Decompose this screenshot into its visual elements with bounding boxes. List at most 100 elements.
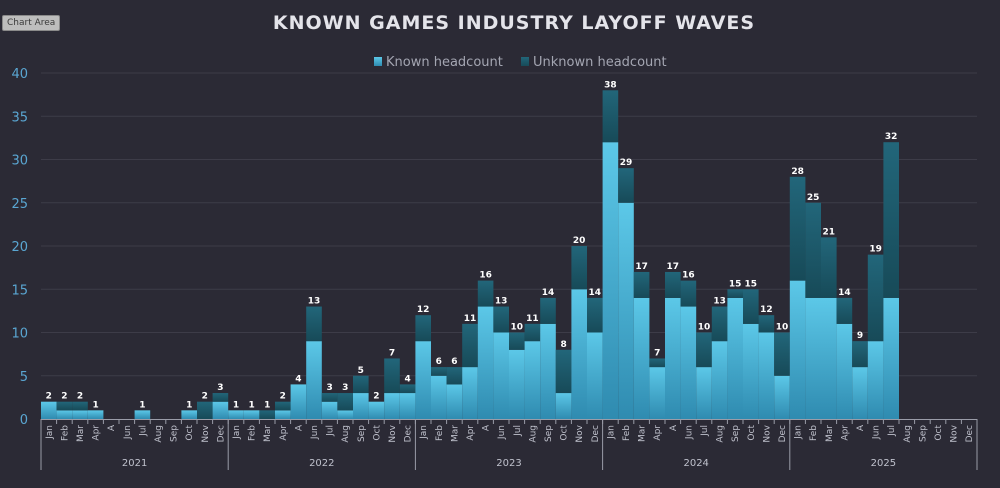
month-label: Feb: [248, 425, 258, 441]
bar-unknown: [477, 280, 494, 307]
data-label: 25: [807, 193, 820, 203]
bar-known: [540, 323, 556, 419]
month-label: Aug: [528, 425, 538, 443]
data-label: 19: [869, 245, 882, 255]
month-label: Jun: [310, 425, 320, 440]
bar-unknown: [446, 367, 463, 385]
bar-known: [618, 202, 634, 419]
month-label: Oct: [372, 425, 382, 441]
month-label: Jan: [794, 425, 804, 440]
bar-unknown: [743, 289, 759, 324]
bar-unknown: [353, 375, 369, 394]
bar-known: [649, 367, 665, 419]
month-label: Jul: [700, 425, 710, 437]
bar-unknown: [540, 297, 556, 324]
month-label: Jan: [232, 425, 242, 440]
bar-known: [821, 297, 837, 419]
bar-unknown: [493, 306, 509, 333]
month-label: Oct: [560, 425, 570, 441]
bar-known: [321, 401, 338, 419]
bar-known: [228, 410, 244, 419]
data-label: 9: [857, 331, 863, 341]
bar-unknown: [337, 393, 353, 411]
legend-swatch-known: [374, 57, 382, 66]
bar-known: [41, 401, 57, 419]
data-label: 10: [698, 323, 711, 333]
bar-known: [72, 410, 88, 419]
bar-known: [665, 297, 681, 419]
chart-area-label[interactable]: Chart Area: [2, 15, 61, 31]
bar-unknown: [665, 271, 681, 298]
data-label: 21: [823, 227, 836, 237]
data-label: 6: [451, 357, 457, 367]
data-label: 10: [776, 323, 789, 333]
month-label: Jan: [419, 425, 429, 440]
month-label: Feb: [60, 425, 70, 441]
year-label: 2021: [122, 458, 147, 469]
data-label: 14: [542, 288, 555, 298]
bar-unknown: [633, 271, 650, 298]
data-label: 2: [77, 392, 83, 402]
bar-known: [181, 410, 197, 419]
bar-known: [852, 367, 868, 419]
bar-known: [384, 393, 400, 419]
data-label: 12: [417, 305, 430, 315]
month-label: Apr: [840, 425, 850, 441]
data-label: 2: [280, 392, 286, 402]
data-label: 2: [202, 392, 208, 402]
y-tick-label: 0: [20, 413, 28, 428]
month-label: Nov: [201, 424, 211, 442]
bar-unknown: [399, 384, 416, 394]
bar-known: [477, 306, 494, 419]
bar-unknown: [555, 349, 572, 394]
data-label: 12: [760, 305, 773, 315]
month-label: Mar: [76, 425, 86, 442]
bar-unknown: [431, 367, 447, 376]
month-label: Dec: [216, 425, 226, 442]
data-label: 8: [560, 340, 566, 350]
y-tick-label: 30: [11, 154, 28, 169]
y-tick-label: 35: [11, 110, 28, 125]
bar-known: [743, 323, 759, 419]
bar-known: [493, 332, 509, 419]
data-label: 5: [358, 366, 364, 376]
month-label: Oct: [747, 425, 757, 441]
month-label: Nov: [575, 424, 585, 442]
data-label: 13: [713, 297, 726, 307]
month-label: Nov: [762, 424, 772, 442]
data-label: 20: [573, 236, 586, 246]
bar-known: [883, 297, 899, 419]
data-label: 15: [745, 279, 758, 289]
bar-known: [509, 349, 525, 419]
data-label: 38: [604, 80, 617, 90]
data-label: 13: [495, 297, 508, 307]
legend-label-known: Known headcount: [386, 55, 503, 70]
data-label: 28: [791, 167, 804, 177]
month-label: A: [669, 424, 679, 431]
bar-unknown: [306, 306, 322, 342]
bar-known: [836, 323, 853, 419]
month-label: Sep: [544, 425, 554, 442]
bar-known: [805, 297, 821, 419]
y-tick-label: 25: [11, 197, 28, 212]
bar-known: [290, 384, 307, 419]
bar-unknown: [56, 401, 73, 411]
year-label: 2022: [309, 458, 334, 469]
month-label: Oct: [185, 425, 195, 441]
month-label: Feb: [622, 425, 632, 441]
month-label: Mar: [825, 425, 835, 442]
bar-known: [212, 401, 229, 419]
bar-known: [758, 332, 775, 419]
bar-unknown: [509, 332, 525, 350]
bar-known: [431, 375, 447, 419]
bar-known: [867, 341, 884, 419]
bar-known: [696, 367, 712, 419]
month-label: A: [482, 424, 492, 431]
month-label: Nov: [950, 424, 960, 442]
month-label: A: [856, 424, 866, 431]
bar-known: [415, 341, 431, 419]
data-label: 2: [46, 392, 52, 402]
data-label: 3: [217, 383, 223, 393]
year-label: 2024: [683, 458, 708, 469]
bar-unknown: [867, 254, 884, 342]
